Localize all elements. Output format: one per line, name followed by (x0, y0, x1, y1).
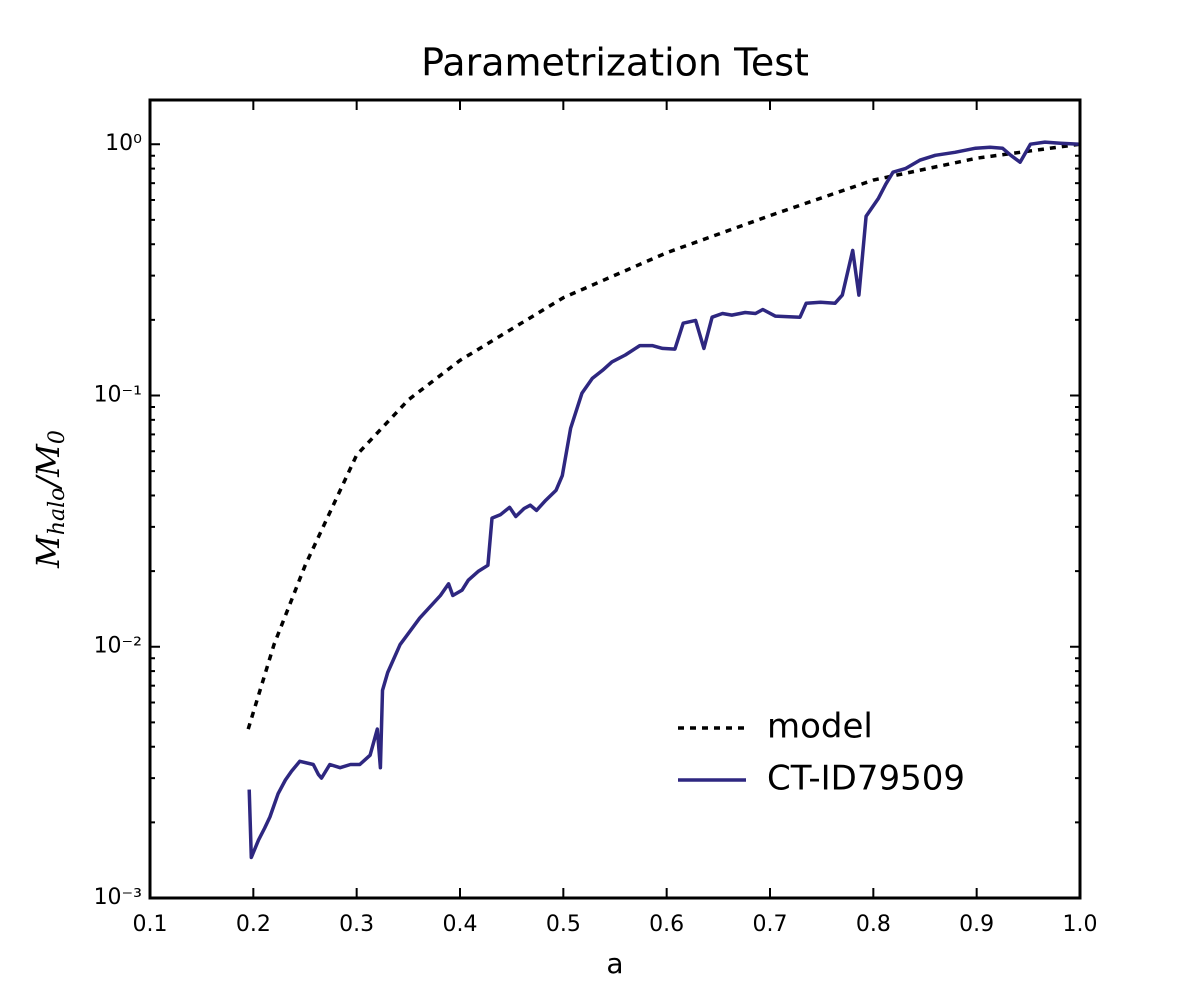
plot-frame (148, 98, 1082, 900)
x-tick-label: 0.5 (546, 912, 581, 937)
y-label-part: M (29, 534, 67, 569)
x-axis-label: a (606, 947, 623, 980)
y-tick-label: 10⁰ (105, 131, 142, 156)
data-line (246, 142, 1081, 730)
y-tick-label: 10⁻² (94, 634, 142, 659)
x-tick-label: 0.8 (856, 912, 891, 937)
x-tick-label: 1.0 (1063, 912, 1098, 937)
x-tick-label: 0.2 (236, 912, 271, 937)
data-line (247, 140, 1081, 860)
legend-label: model (767, 707, 873, 747)
x-tick-label: 0.7 (753, 912, 788, 937)
x-tick-label: 0.6 (649, 912, 684, 937)
y-tick-label: 10⁻¹ (94, 382, 142, 407)
x-tick-label: 0.1 (133, 912, 168, 937)
y-axis-label: Mhalo/M0 (29, 430, 71, 569)
x-tick-label: 0.3 (339, 912, 374, 937)
chart-title: Parametrization Test (421, 41, 809, 85)
x-tick-label: 0.4 (443, 912, 478, 937)
legend-label: CT-ID79509 (767, 759, 965, 799)
y-tick-label: 10⁻³ (94, 885, 142, 910)
y-label-part: /M (29, 443, 67, 491)
x-tick-label: 0.9 (959, 912, 994, 937)
y-label-sub: 0 (45, 430, 70, 444)
y-label-sub: halo (45, 488, 70, 536)
